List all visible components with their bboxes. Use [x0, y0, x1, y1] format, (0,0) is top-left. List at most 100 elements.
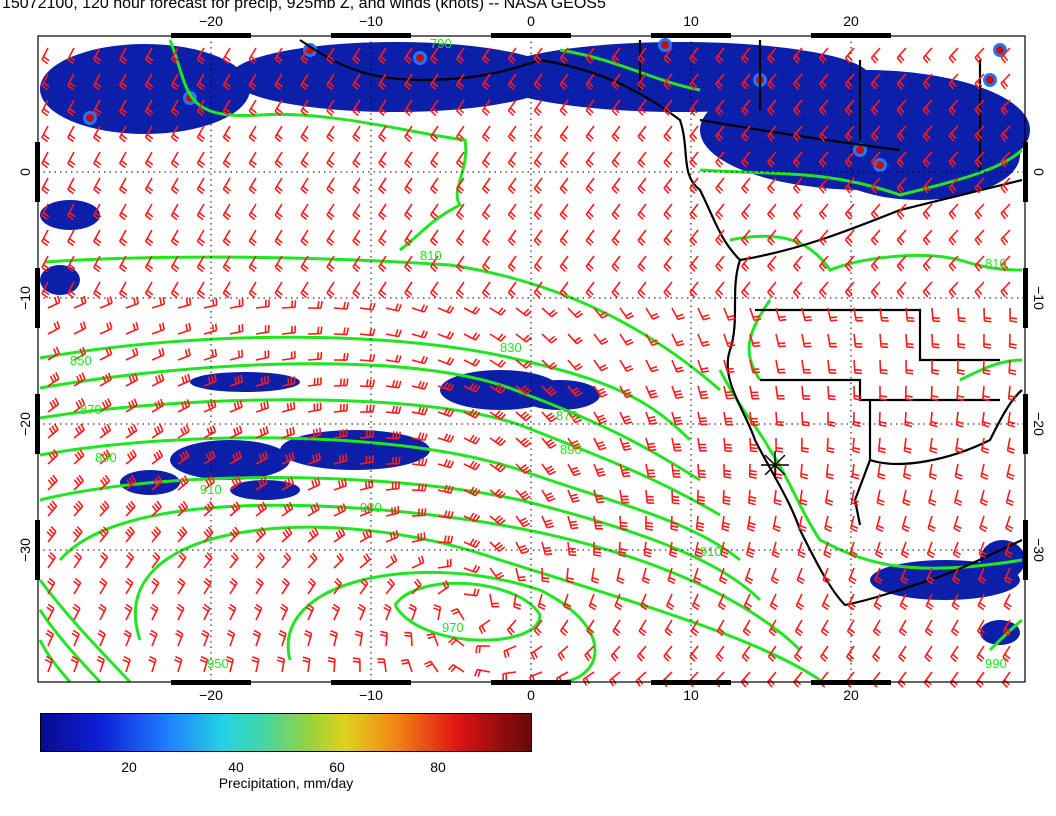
- wind-barb-icon: [948, 203, 959, 220]
- wind-barb-icon: [489, 567, 505, 580]
- wind-barb-icon: [300, 229, 309, 247]
- wind-barb-icon: [47, 449, 59, 465]
- wind-barb-icon: [567, 385, 583, 397]
- wind-barb-icon: [300, 281, 309, 299]
- wind-barb-icon: [307, 326, 323, 335]
- wind-barb-icon: [229, 400, 243, 413]
- wind-barb-icon: [541, 463, 557, 476]
- wind-barb-icon: [957, 307, 966, 323]
- wind-barb-icon: [513, 593, 522, 610]
- wind-barb-icon: [844, 229, 855, 246]
- wind-barb-icon: [411, 432, 428, 442]
- weather-map: −20 −10 0 10 20 −20 −10 0 10 20 0 −10 −20 −30 0 −10 −20 −…: [17, 13, 1047, 703]
- wind-barb-icon: [455, 99, 465, 117]
- wind-barb-icon: [741, 229, 751, 246]
- wind-barb-icon: [411, 330, 429, 339]
- wind-barb-icon: [818, 177, 829, 194]
- wind-barb-icon: [748, 463, 757, 479]
- wind-barb-icon: [923, 671, 933, 688]
- wind-barb-icon: [252, 629, 262, 647]
- wind-barb-icon: [352, 73, 361, 91]
- wind-barb-icon: [879, 359, 888, 375]
- wind-barb-icon: [515, 411, 532, 422]
- wind-barb-icon: [793, 99, 803, 116]
- wind-barb-icon: [956, 385, 965, 402]
- wind-barb-icon: [333, 378, 349, 387]
- wind-barb-icon: [1008, 359, 1017, 376]
- wind-barb-icon: [767, 281, 777, 298]
- wind-barb-icon: [99, 347, 113, 361]
- frame-tick: [491, 33, 571, 38]
- wind-barb-icon: [41, 203, 50, 221]
- wind-barb-icon: [41, 255, 50, 273]
- wind-barb-icon: [385, 329, 402, 338]
- wind-barb-icon: [99, 398, 112, 413]
- wind-barb-icon: [177, 449, 190, 465]
- wind-barb-icon: [307, 577, 316, 595]
- wind-barb-icon: [671, 489, 680, 505]
- wind-barb-icon: [255, 324, 270, 335]
- wind-barb-icon: [222, 151, 231, 169]
- wind-barb-icon: [637, 177, 647, 194]
- wind-barb-icon: [177, 373, 191, 387]
- wind-barb-icon: [537, 593, 546, 611]
- wind-barb-icon: [151, 424, 164, 439]
- wind-barb-icon: [663, 73, 673, 90]
- wind-barb-icon: [793, 255, 803, 272]
- contour-line: [988, 618, 1023, 652]
- wind-barb-icon: [559, 229, 569, 246]
- wind-barb-icon: [722, 489, 731, 506]
- wind-barb-icon: [611, 47, 621, 64]
- wind-barb-icon: [844, 47, 855, 64]
- wind-barb-icon: [481, 47, 491, 65]
- wind-barb-icon: [637, 281, 647, 298]
- wind-barb-icon: [955, 411, 964, 428]
- wind-barb-icon: [717, 593, 727, 611]
- wind-barb-icon: [229, 526, 240, 543]
- wind-barb-icon: [378, 203, 387, 221]
- wind-barb-icon: [820, 619, 830, 637]
- frame-tick: [651, 680, 731, 685]
- wind-barb-icon: [767, 229, 777, 246]
- wind-barb-icon: [222, 177, 231, 195]
- wind-barb-icon: [533, 47, 543, 64]
- wind-barb-icon: [948, 229, 959, 246]
- wind-barb-icon: [175, 629, 184, 647]
- wind-barb-icon: [177, 424, 190, 439]
- wind-barb-icon: [671, 411, 683, 426]
- axis-tick-labels: −20 −10 0 10 20 −20 −10 0 10 20 0 −10 −20 −30 0 −10 −20 −…: [17, 13, 1047, 703]
- wind-barb-icon: [44, 655, 54, 673]
- wind-barb-icon: [593, 541, 602, 557]
- wind-barb-icon: [896, 125, 907, 142]
- wind-barb-icon: [326, 281, 335, 299]
- wind-barb-icon: [924, 619, 934, 637]
- wind-barb-icon: [1002, 645, 1011, 663]
- wind-barb-icon: [359, 328, 376, 337]
- wind-barb-icon: [952, 541, 962, 559]
- wind-barb-icon: [378, 177, 387, 195]
- wind-barb-icon: [248, 177, 257, 195]
- wind-barb-icon: [307, 301, 323, 309]
- contour-line: [44, 255, 721, 392]
- wind-barb-icon: [948, 73, 959, 90]
- wind-barb-icon: [896, 151, 907, 168]
- wind-barb-icon: [248, 125, 257, 143]
- wind-barb-icon: [1007, 411, 1016, 428]
- wind-barb-icon: [954, 463, 963, 480]
- wind-barb-icon: [433, 604, 442, 621]
- wind-barb-icon: [255, 526, 267, 543]
- wind-barb-icon: [251, 656, 260, 673]
- wind-barb-icon: [741, 203, 751, 220]
- wind-barb-icon: [411, 532, 426, 543]
- wind-barb-icon: [331, 603, 341, 621]
- wind-barb-icon: [530, 645, 543, 661]
- wind-barb-icon: [950, 619, 960, 637]
- wind-barb-icon: [47, 423, 59, 439]
- wind-barb-icon: [47, 474, 58, 491]
- wind-barb-icon: [333, 352, 349, 361]
- wind-barb-icon: [41, 229, 50, 247]
- wind-barb-icon: [801, 307, 813, 322]
- wind-barb-icon: [559, 125, 569, 142]
- wind-barb-icon: [982, 359, 991, 376]
- wind-barb-icon: [949, 671, 959, 688]
